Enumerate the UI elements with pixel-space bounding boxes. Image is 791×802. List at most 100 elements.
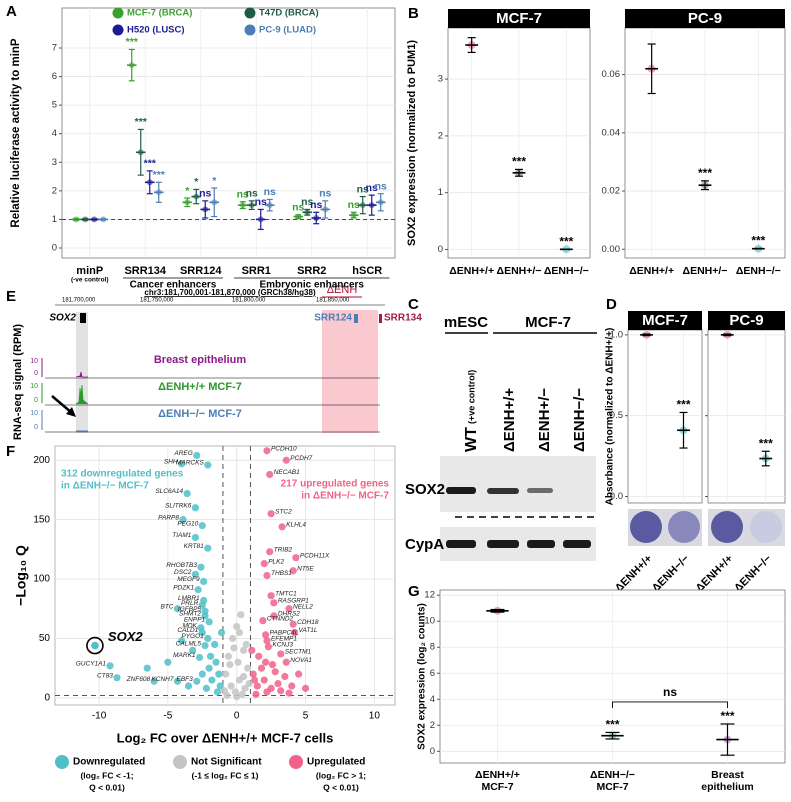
legend-label: MCF-7 (BRCA): [127, 8, 192, 19]
y-tick-label: 5: [52, 100, 57, 111]
data-point: [249, 670, 257, 678]
legend-label: H520 (LUSC): [127, 25, 185, 36]
data-point: [143, 664, 151, 672]
y-tick-label: 3: [52, 157, 57, 168]
data-point: [245, 680, 253, 688]
data-point: [228, 634, 237, 643]
data-point: [282, 658, 290, 666]
gene-label: PRLR: [181, 600, 199, 607]
data-point: [224, 652, 233, 660]
gene-label: NOVA1: [290, 657, 312, 664]
deletion-label: ΔENH: [327, 284, 358, 296]
data-point: [263, 571, 271, 580]
significance-label: ns: [348, 199, 360, 211]
data-point: [202, 684, 211, 692]
data-point: [233, 693, 241, 701]
legend-description: Q < 0.01): [89, 782, 125, 792]
blot-band: [527, 488, 553, 493]
blot-group: mESC: [444, 314, 488, 331]
plot-background: [707, 329, 786, 504]
x-axis-label: Log₂ FC over ΔENH+/+ MCF-7 cells: [117, 730, 334, 745]
data-point: [204, 461, 212, 469]
x-tick-label: SRR1: [242, 265, 271, 277]
y-tick-label: 6: [52, 71, 57, 82]
y-tick-label: 12: [424, 590, 435, 601]
data-point: [217, 628, 226, 637]
track-label: ΔENH−/− MCF-7: [158, 408, 242, 420]
y-tick-label: 100: [33, 574, 50, 585]
data-point: [292, 554, 300, 562]
data-point: [216, 682, 224, 690]
region-label: chr3:181,700,001-181,870,000 (GRCh38/hg3…: [144, 288, 316, 297]
data-point: [252, 690, 260, 698]
enhancer-label: SRR134: [384, 313, 422, 324]
significance-label: *: [212, 175, 217, 187]
gene-label: SECTM1: [285, 649, 312, 656]
data-point: [189, 646, 197, 654]
data-point: [183, 489, 191, 498]
plate: [630, 511, 662, 543]
gene-label: LMBR1: [178, 595, 200, 602]
gene-label: CT83: [97, 672, 113, 679]
data-point: [194, 586, 202, 594]
gene-label: EBF3: [177, 676, 194, 683]
y-tick-label: 2: [52, 185, 57, 196]
data-point: [282, 456, 290, 464]
track-scale: 10: [30, 358, 38, 365]
gene-label: EFEMP1: [271, 636, 297, 643]
y-tick-label: 200: [33, 455, 50, 466]
x-tick-label: SRR124: [180, 265, 222, 277]
y-tick-label: 2: [438, 130, 443, 141]
data-point: [173, 677, 182, 685]
significance-label: *: [194, 176, 199, 188]
annotation: 217 upregulated genes: [281, 479, 390, 490]
gene-label: KRT81: [184, 543, 204, 550]
data-point: [237, 611, 245, 619]
annotation: 312 downregulated genes: [61, 469, 184, 480]
x-tick-label: 0: [234, 711, 240, 722]
panel-letter: G: [408, 583, 420, 600]
x-tick-label: ΔENH+/+: [694, 553, 736, 595]
group-label: Embryonic enhancers: [260, 280, 365, 291]
gene-highlight: [76, 312, 88, 433]
gene-label: TRIB2: [274, 546, 293, 553]
gene-label: SHH: [164, 459, 178, 466]
blot-row-label: SOX2: [405, 481, 445, 498]
track-scale: 0: [34, 370, 38, 377]
plot-background: [627, 329, 703, 504]
gene-label: MARCKS: [176, 460, 204, 467]
deletion-region: [322, 310, 378, 433]
significance-label: ***: [720, 709, 734, 723]
highlight-point: [91, 641, 99, 650]
data-point: [222, 670, 230, 678]
gene-label: NT5E: [297, 565, 314, 572]
panel-header: [625, 9, 785, 28]
data-point: [213, 688, 222, 696]
track-scale: 0: [34, 424, 38, 431]
panel-letter: F: [6, 443, 15, 460]
data-point: [150, 677, 158, 685]
data-point: [295, 670, 303, 678]
highlight-label: SOX2: [108, 629, 143, 644]
gene-label: DSC2: [174, 569, 192, 576]
gene-label: PCDH7: [290, 455, 312, 462]
panel-header: [628, 311, 702, 330]
data-point: [233, 622, 241, 631]
data-point: [201, 612, 209, 620]
legend-description: (log₂ FC > 1;: [316, 770, 366, 780]
y-axis-label: Relative luciferase activity to minP: [10, 38, 22, 228]
data-point: [270, 599, 278, 607]
data-point: [197, 563, 205, 571]
significance-label: ***: [559, 234, 573, 248]
y-tick-label: 4: [52, 128, 57, 139]
legend-swatch: [112, 7, 124, 19]
data-point: [226, 661, 234, 669]
significance-label: ns: [199, 188, 211, 200]
arrow-head: [66, 407, 76, 417]
data-point: [179, 516, 187, 524]
y-axis-label: SOX2 expression (log₂ counts): [417, 603, 428, 750]
x-tick-label: 10: [369, 711, 381, 722]
gene-label: VAT1L: [299, 627, 318, 634]
significance-label: ***: [605, 718, 619, 732]
data-point: [260, 676, 268, 684]
